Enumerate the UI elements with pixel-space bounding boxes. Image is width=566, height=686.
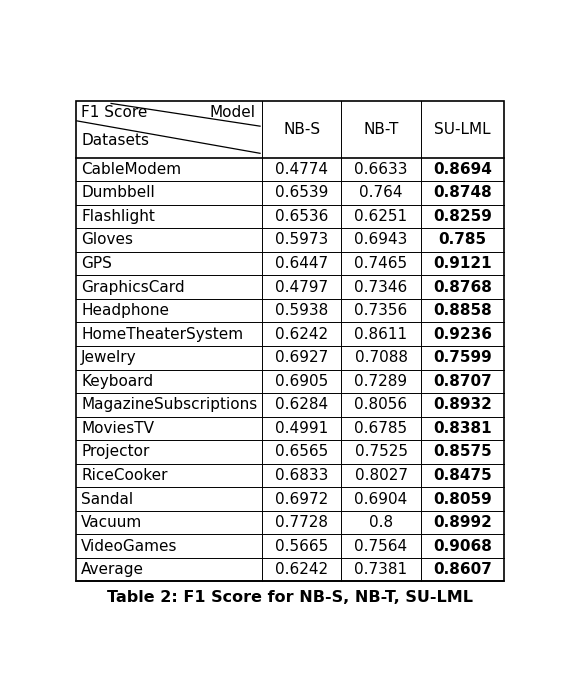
Text: 0.5973: 0.5973 xyxy=(275,233,328,248)
Text: Headphone: Headphone xyxy=(82,303,169,318)
Text: 0.8768: 0.8768 xyxy=(433,280,492,294)
Text: 0.4797: 0.4797 xyxy=(275,280,328,294)
Text: HomeTheaterSystem: HomeTheaterSystem xyxy=(82,327,243,342)
Text: Model: Model xyxy=(209,105,256,120)
Text: 0.8607: 0.8607 xyxy=(433,563,492,577)
Text: 0.6565: 0.6565 xyxy=(275,445,328,460)
Text: 0.8707: 0.8707 xyxy=(433,374,492,389)
Text: 0.6943: 0.6943 xyxy=(354,233,408,248)
Text: 0.7465: 0.7465 xyxy=(354,256,408,271)
Text: 0.7088: 0.7088 xyxy=(354,351,408,365)
Text: 0.7289: 0.7289 xyxy=(354,374,408,389)
Text: 0.6633: 0.6633 xyxy=(354,162,408,177)
Text: 0.8475: 0.8475 xyxy=(433,468,492,483)
Text: 0.764: 0.764 xyxy=(359,185,403,200)
Text: 0.5665: 0.5665 xyxy=(275,539,328,554)
Text: 0.6539: 0.6539 xyxy=(275,185,328,200)
Text: 0.4774: 0.4774 xyxy=(275,162,328,177)
Text: CableModem: CableModem xyxy=(82,162,181,177)
Text: MoviesTV: MoviesTV xyxy=(82,421,155,436)
Text: 0.785: 0.785 xyxy=(438,233,486,248)
Text: 0.6242: 0.6242 xyxy=(275,563,328,577)
Text: 0.8694: 0.8694 xyxy=(433,162,492,177)
Text: 0.4991: 0.4991 xyxy=(275,421,328,436)
Text: 0.8056: 0.8056 xyxy=(354,397,408,412)
Text: 0.8059: 0.8059 xyxy=(433,492,492,506)
Text: VideoGames: VideoGames xyxy=(82,539,178,554)
Text: Datasets: Datasets xyxy=(82,133,149,148)
Text: GraphicsCard: GraphicsCard xyxy=(82,280,185,294)
Text: 0.8611: 0.8611 xyxy=(354,327,408,342)
Text: Sandal: Sandal xyxy=(82,492,134,506)
Text: 0.8932: 0.8932 xyxy=(433,397,492,412)
Text: Flashlight: Flashlight xyxy=(82,209,155,224)
Text: 0.8992: 0.8992 xyxy=(433,515,492,530)
Text: 0.8748: 0.8748 xyxy=(433,185,492,200)
Text: 0.7564: 0.7564 xyxy=(354,539,408,554)
Text: 0.6905: 0.6905 xyxy=(275,374,328,389)
Text: RiceCooker: RiceCooker xyxy=(82,468,168,483)
Text: 0.8259: 0.8259 xyxy=(433,209,492,224)
Text: F1 Score: F1 Score xyxy=(82,105,148,120)
Text: 0.8381: 0.8381 xyxy=(433,421,492,436)
Text: Gloves: Gloves xyxy=(82,233,133,248)
Text: 0.7599: 0.7599 xyxy=(433,351,492,365)
Text: 0.7525: 0.7525 xyxy=(354,445,408,460)
Text: 0.8575: 0.8575 xyxy=(433,445,492,460)
Text: 0.9236: 0.9236 xyxy=(433,327,492,342)
Text: 0.5938: 0.5938 xyxy=(275,303,328,318)
Text: 0.6536: 0.6536 xyxy=(275,209,328,224)
Text: 0.6447: 0.6447 xyxy=(275,256,328,271)
Text: 0.9121: 0.9121 xyxy=(433,256,492,271)
Text: 0.9068: 0.9068 xyxy=(433,539,492,554)
Text: Dumbbell: Dumbbell xyxy=(82,185,155,200)
Text: Projector: Projector xyxy=(82,445,149,460)
Text: 0.7381: 0.7381 xyxy=(354,563,408,577)
Text: 0.7728: 0.7728 xyxy=(275,515,328,530)
Text: GPS: GPS xyxy=(82,256,112,271)
Text: 0.6972: 0.6972 xyxy=(275,492,328,506)
Text: Vacuum: Vacuum xyxy=(82,515,143,530)
Text: 0.8027: 0.8027 xyxy=(354,468,408,483)
Text: 0.8858: 0.8858 xyxy=(433,303,492,318)
Text: 0.6927: 0.6927 xyxy=(275,351,328,365)
Text: Jewelry: Jewelry xyxy=(82,351,137,365)
Text: NB-T: NB-T xyxy=(363,121,398,137)
Text: 0.8: 0.8 xyxy=(369,515,393,530)
Text: 0.6284: 0.6284 xyxy=(275,397,328,412)
Text: 0.6785: 0.6785 xyxy=(354,421,408,436)
Text: SU-LML: SU-LML xyxy=(434,121,491,137)
Text: 0.6833: 0.6833 xyxy=(275,468,328,483)
Text: MagazineSubscriptions: MagazineSubscriptions xyxy=(82,397,258,412)
Text: 0.6904: 0.6904 xyxy=(354,492,408,506)
Text: Keyboard: Keyboard xyxy=(82,374,153,389)
Text: 0.7356: 0.7356 xyxy=(354,303,408,318)
Text: 0.7346: 0.7346 xyxy=(354,280,408,294)
Text: Average: Average xyxy=(82,563,144,577)
Text: Table 2: F1 Score for NB-S, NB-T, SU-LML: Table 2: F1 Score for NB-S, NB-T, SU-LML xyxy=(107,590,473,605)
Text: 0.6242: 0.6242 xyxy=(275,327,328,342)
Text: 0.6251: 0.6251 xyxy=(354,209,408,224)
Text: NB-S: NB-S xyxy=(284,121,320,137)
